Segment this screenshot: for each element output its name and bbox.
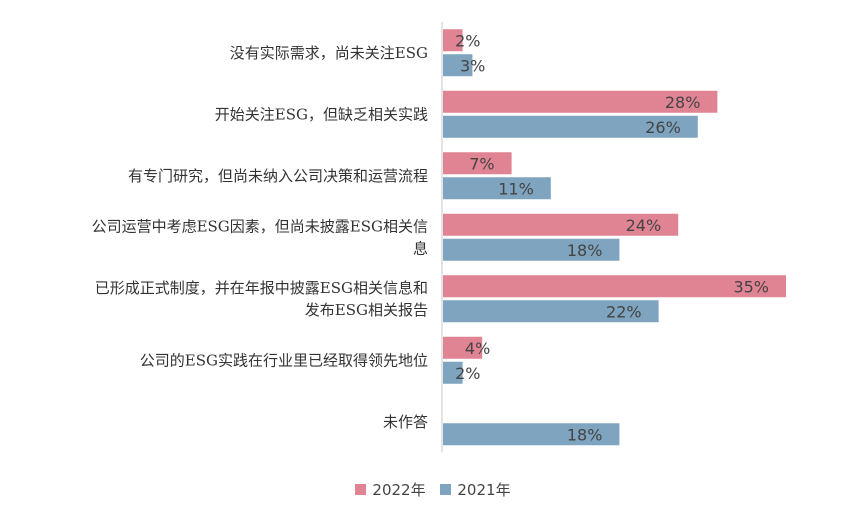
bar-2021年 bbox=[443, 177, 551, 200]
data-label: 11% bbox=[498, 179, 534, 198]
category-label: 未作答 bbox=[383, 413, 428, 431]
bar-2021年 bbox=[443, 361, 463, 384]
category-label-line: 开始关注ESG，但缺乏相关实践 bbox=[215, 105, 428, 123]
category-label-line: 息 bbox=[413, 239, 428, 257]
category-label-line: 有专门研究，但尚未纳入公司决策和运营流程 bbox=[128, 167, 428, 185]
legend-swatch-2022 bbox=[355, 484, 367, 495]
data-label: 22% bbox=[606, 302, 642, 321]
bar-chart: 没有实际需求，尚未关注ESG 开始关注ESG，但缺乏相关实践有专门研究，但尚未纳入… bbox=[92, 22, 786, 453]
category-label: 有专门研究，但尚未纳入公司决策和运营流程 bbox=[128, 167, 428, 185]
bar-2022年 bbox=[443, 29, 463, 52]
bar-2021年 bbox=[443, 238, 620, 261]
bar-2021年 bbox=[443, 300, 659, 323]
data-label: 7% bbox=[469, 154, 494, 173]
legend-label-2021: 2021年 bbox=[457, 481, 511, 499]
legend-swatch-2021 bbox=[440, 484, 452, 495]
data-label: 2% bbox=[455, 31, 480, 50]
data-label: 28% bbox=[665, 93, 701, 112]
legend-item-2021: 2021年 bbox=[440, 479, 511, 500]
category-label-line: 公司运营中考虑ESG因素，但尚未披露ESG相关信 bbox=[92, 217, 428, 235]
bar-2022年 bbox=[443, 213, 679, 236]
data-label: 18% bbox=[567, 425, 603, 444]
data-label: 4% bbox=[465, 339, 490, 358]
bar-2022年 bbox=[443, 275, 786, 298]
category-label-line: 未作答 bbox=[383, 413, 428, 431]
category-label: 公司运营中考虑ESG因素，但尚未披露ESG相关信息 bbox=[92, 217, 428, 257]
category-labels: 没有实际需求，尚未关注ESG 开始关注ESG，但缺乏相关实践有专门研究，但尚未纳入… bbox=[92, 44, 428, 431]
category-label-line: 发布ESG相关报告 bbox=[305, 301, 428, 319]
data-labels: 2% 3% 28% 26% 7%11% 24% 18% 35% 22% 4% 2% 18% bbox=[455, 31, 769, 444]
legend: 2022年 2021年 bbox=[0, 479, 866, 500]
category-label: 公司的ESG实践在行业里已经取得领先地位 bbox=[140, 351, 428, 369]
bar-2022年 bbox=[443, 90, 718, 113]
category-label-line: 没有实际需求，尚未关注ESG bbox=[230, 44, 428, 62]
data-label: 18% bbox=[567, 241, 603, 260]
legend-item-2022: 2022年 bbox=[355, 479, 426, 500]
category-label: 没有实际需求，尚未关注ESG bbox=[230, 44, 428, 62]
data-label: 35% bbox=[733, 277, 769, 296]
bar-2021年 bbox=[443, 54, 473, 77]
category-label: 已形成正式制度，并在年报中披露ESG相关信息和发布ESG相关报告 bbox=[95, 279, 428, 319]
bars bbox=[443, 29, 786, 446]
data-label: 26% bbox=[645, 118, 681, 137]
category-label-line: 已形成正式制度，并在年报中披露ESG相关信息和 bbox=[95, 279, 428, 297]
data-label: 2% bbox=[455, 364, 480, 383]
bar-2022年 bbox=[443, 152, 512, 175]
data-label: 24% bbox=[626, 216, 662, 235]
bar-2021年 bbox=[443, 423, 620, 446]
category-label-line: 公司的ESG实践在行业里已经取得领先地位 bbox=[140, 351, 428, 369]
bar-2021年 bbox=[443, 115, 698, 138]
bar-2022年 bbox=[443, 336, 483, 359]
legend-label-2022: 2022年 bbox=[372, 481, 426, 499]
data-label: 3% bbox=[460, 56, 485, 75]
category-label: 开始关注ESG，但缺乏相关实践 bbox=[215, 105, 428, 123]
